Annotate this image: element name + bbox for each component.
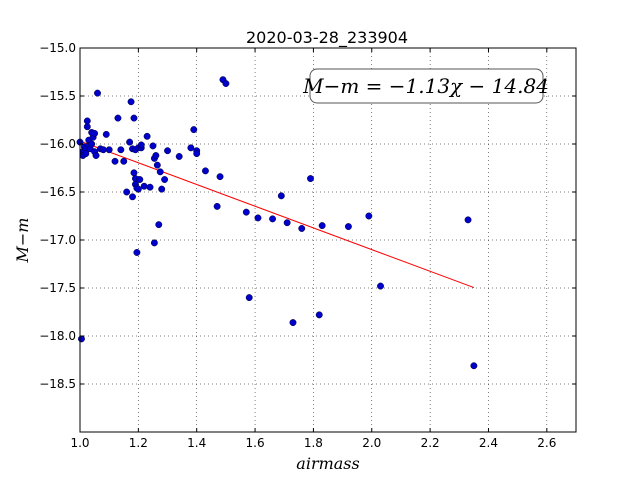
- x-tick-label: 1.4: [187, 436, 206, 450]
- x-tick-label: 1.0: [70, 436, 89, 450]
- equation-annotation: M−m = −1.13χ − 14.84: [302, 74, 549, 98]
- data-point: [82, 150, 90, 158]
- data-point: [130, 169, 138, 177]
- data-point: [92, 152, 100, 159]
- data-point: [133, 249, 141, 256]
- y-tick-label: −17.5: [39, 281, 76, 295]
- fit-line-group: [79, 140, 475, 289]
- data-point: [83, 123, 91, 131]
- data-point: [126, 138, 134, 146]
- data-point: [377, 282, 384, 290]
- data-point: [150, 239, 158, 247]
- y-axis-label: M−m: [13, 218, 32, 264]
- data-point: [365, 212, 373, 220]
- y-tick-label: −17.0: [39, 233, 76, 247]
- data-point: [127, 98, 135, 106]
- data-point: [318, 222, 326, 230]
- data-point: [470, 362, 478, 370]
- x-tick-label: 2.4: [479, 436, 498, 450]
- data-point: [78, 335, 85, 343]
- data-point: [158, 185, 166, 193]
- data-point: [91, 129, 99, 137]
- data-point: [111, 157, 119, 165]
- data-point: [161, 176, 169, 183]
- data-point: [155, 221, 163, 229]
- data-point: [298, 225, 306, 232]
- data-point: [216, 173, 224, 181]
- data-point: [269, 215, 277, 223]
- data-point: [193, 150, 201, 158]
- data-point: [283, 219, 291, 227]
- data-point: [130, 114, 138, 122]
- data-point: [137, 141, 145, 149]
- x-tick-label: 1.8: [304, 436, 323, 450]
- data-point: [94, 89, 101, 97]
- data-point: [187, 144, 195, 152]
- data-point: [156, 168, 164, 176]
- data-point: [136, 176, 144, 183]
- data-point: [289, 319, 297, 327]
- data-point: [140, 182, 148, 190]
- chart-title: 2020-03-28_233904: [246, 28, 408, 48]
- data-point: [149, 142, 157, 150]
- data-point: [344, 223, 352, 231]
- data-point: [277, 192, 285, 200]
- data-point: [129, 193, 136, 201]
- data-point: [83, 117, 91, 125]
- fit-line: [79, 140, 475, 289]
- x-axis-ticks: 1.0 1.2 1.4 1.6 1.8 2.0 2.2 2.4 2.6: [70, 48, 556, 450]
- data-point: [152, 152, 160, 159]
- data-point: [315, 311, 323, 319]
- data-point: [307, 175, 314, 183]
- data-point: [99, 146, 107, 154]
- data-point: [88, 140, 96, 148]
- data-point: [164, 147, 171, 155]
- data-point: [245, 294, 253, 302]
- data-point: [242, 208, 250, 216]
- data-point: [175, 153, 183, 160]
- x-axis-label: airmass: [296, 454, 359, 473]
- data-point: [213, 202, 221, 210]
- y-tick-label: −18.5: [39, 377, 76, 391]
- data-point: [254, 214, 262, 222]
- y-axis-ticks: −15.0 −15.5 −16.0 −16.5 −17.0 −17.5 −18.0 −18.5: [39, 41, 576, 391]
- x-tick-label: 2.0: [362, 436, 381, 450]
- x-tick-label: 1.2: [129, 436, 148, 450]
- data-point: [222, 80, 230, 87]
- data-point: [202, 167, 209, 175]
- data-point: [114, 114, 122, 122]
- data-point: [120, 157, 128, 165]
- data-point: [143, 132, 151, 140]
- x-tick-label: 1.6: [246, 436, 265, 450]
- x-tick-label: 2.2: [421, 436, 440, 450]
- data-point: [146, 183, 154, 191]
- y-tick-label: −18.0: [39, 329, 76, 343]
- y-tick-label: −15.5: [39, 89, 76, 103]
- data-point: [153, 161, 161, 169]
- y-tick-label: −15.0: [39, 41, 76, 55]
- data-point: [134, 185, 142, 193]
- y-tick-label: −16.5: [39, 185, 76, 199]
- data-point: [102, 130, 110, 138]
- data-points: [76, 76, 478, 370]
- data-point: [117, 146, 125, 154]
- data-point: [123, 188, 131, 196]
- y-tick-label: −16.0: [39, 137, 76, 151]
- equation-annotation-box: M−m = −1.13χ − 14.84: [302, 68, 549, 104]
- data-point: [105, 146, 113, 154]
- x-tick-label: 2.6: [537, 436, 556, 450]
- data-point: [190, 126, 198, 134]
- data-point: [464, 216, 472, 224]
